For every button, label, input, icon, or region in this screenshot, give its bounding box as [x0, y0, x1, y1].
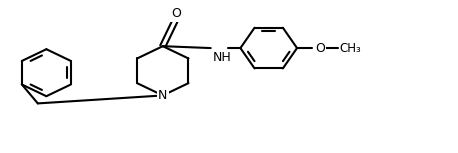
Text: O: O: [315, 42, 325, 55]
Text: NH: NH: [213, 51, 232, 64]
Text: CH₃: CH₃: [339, 42, 361, 55]
Text: O: O: [172, 7, 181, 21]
Text: N: N: [158, 89, 168, 102]
